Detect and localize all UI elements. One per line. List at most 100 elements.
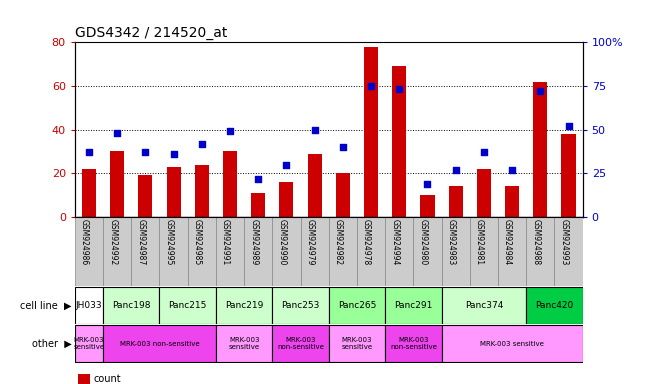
Bar bbox=[421, 195, 435, 217]
Text: JH033: JH033 bbox=[76, 301, 102, 310]
Bar bbox=[75, 217, 103, 286]
Text: GSM924979: GSM924979 bbox=[306, 219, 314, 265]
Point bbox=[253, 175, 264, 182]
Bar bbox=[272, 287, 329, 324]
Bar bbox=[159, 287, 216, 324]
Text: GSM924982: GSM924982 bbox=[334, 219, 343, 265]
Bar bbox=[413, 217, 441, 286]
Bar bbox=[526, 217, 555, 286]
Bar bbox=[329, 325, 385, 362]
Point bbox=[338, 144, 348, 150]
Bar bbox=[561, 134, 575, 217]
Bar bbox=[223, 151, 237, 217]
Point bbox=[563, 123, 574, 129]
Bar bbox=[167, 167, 181, 217]
Text: Panc265: Panc265 bbox=[338, 301, 376, 310]
Text: MRK-003
non-sensitive: MRK-003 non-sensitive bbox=[390, 337, 437, 350]
Bar bbox=[441, 217, 470, 286]
Text: MRK-003 sensitive: MRK-003 sensitive bbox=[480, 341, 544, 347]
Text: MRK-003
sensitive: MRK-003 sensitive bbox=[74, 337, 105, 350]
Bar bbox=[244, 217, 272, 286]
Text: GDS4342 / 214520_at: GDS4342 / 214520_at bbox=[75, 26, 227, 40]
Point bbox=[281, 162, 292, 168]
Point bbox=[225, 128, 235, 134]
Bar bbox=[195, 165, 209, 217]
Point bbox=[84, 149, 94, 156]
Text: Panc291: Panc291 bbox=[395, 301, 432, 310]
Bar bbox=[216, 217, 244, 286]
Text: GSM924980: GSM924980 bbox=[419, 219, 428, 265]
Text: Panc215: Panc215 bbox=[169, 301, 207, 310]
Bar bbox=[555, 217, 583, 286]
Bar bbox=[279, 182, 294, 217]
Bar bbox=[392, 66, 406, 217]
Point bbox=[478, 149, 489, 156]
Bar bbox=[364, 46, 378, 217]
Text: Panc374: Panc374 bbox=[465, 301, 503, 310]
Point bbox=[112, 130, 122, 136]
Bar bbox=[329, 287, 385, 324]
Bar bbox=[329, 217, 357, 286]
Bar bbox=[498, 217, 526, 286]
Bar bbox=[526, 287, 583, 324]
Text: GSM924987: GSM924987 bbox=[137, 219, 145, 265]
Bar bbox=[159, 217, 187, 286]
Bar bbox=[470, 217, 498, 286]
Text: GSM924985: GSM924985 bbox=[193, 219, 202, 265]
Text: GSM924992: GSM924992 bbox=[108, 219, 117, 265]
Bar bbox=[132, 217, 159, 286]
Point bbox=[535, 88, 546, 94]
Point bbox=[197, 141, 207, 147]
Text: GSM924978: GSM924978 bbox=[362, 219, 371, 265]
Text: other  ▶: other ▶ bbox=[32, 339, 72, 349]
Point bbox=[169, 151, 179, 157]
Bar bbox=[75, 287, 103, 324]
Text: Panc420: Panc420 bbox=[535, 301, 574, 310]
Text: count: count bbox=[93, 374, 120, 384]
Point bbox=[507, 167, 518, 173]
Bar bbox=[505, 186, 519, 217]
Text: GSM924988: GSM924988 bbox=[531, 219, 540, 265]
Bar bbox=[385, 217, 413, 286]
Bar bbox=[441, 325, 583, 362]
Text: GSM924993: GSM924993 bbox=[560, 219, 568, 265]
Text: GSM924995: GSM924995 bbox=[165, 219, 174, 265]
Bar bbox=[139, 175, 152, 217]
Text: GSM924994: GSM924994 bbox=[391, 219, 399, 265]
Point bbox=[309, 127, 320, 133]
Bar bbox=[385, 287, 441, 324]
Bar bbox=[216, 287, 272, 324]
Bar bbox=[533, 81, 547, 217]
Text: MRK-003 non-sensitive: MRK-003 non-sensitive bbox=[120, 341, 199, 347]
Bar bbox=[301, 217, 329, 286]
Bar bbox=[272, 217, 301, 286]
Bar bbox=[449, 186, 463, 217]
Bar bbox=[82, 169, 96, 217]
Point bbox=[450, 167, 461, 173]
Text: GSM924990: GSM924990 bbox=[277, 219, 286, 265]
Point bbox=[140, 149, 150, 156]
Text: MRK-003
non-sensitive: MRK-003 non-sensitive bbox=[277, 337, 324, 350]
Text: GSM924981: GSM924981 bbox=[475, 219, 484, 265]
Text: Panc253: Panc253 bbox=[281, 301, 320, 310]
Text: cell line  ▶: cell line ▶ bbox=[20, 300, 72, 310]
Text: GSM924986: GSM924986 bbox=[80, 219, 89, 265]
Bar bbox=[272, 325, 329, 362]
Text: GSM924983: GSM924983 bbox=[447, 219, 456, 265]
Bar bbox=[103, 325, 216, 362]
Text: Panc198: Panc198 bbox=[112, 301, 150, 310]
Bar bbox=[75, 325, 103, 362]
Bar bbox=[441, 287, 526, 324]
Bar bbox=[336, 173, 350, 217]
Bar bbox=[357, 217, 385, 286]
Bar bbox=[251, 193, 266, 217]
Text: Panc219: Panc219 bbox=[225, 301, 263, 310]
Bar bbox=[385, 325, 441, 362]
Point bbox=[422, 181, 433, 187]
Bar bbox=[187, 217, 216, 286]
Bar bbox=[216, 325, 272, 362]
Bar bbox=[477, 169, 491, 217]
Text: GSM924991: GSM924991 bbox=[221, 219, 230, 265]
Bar bbox=[103, 287, 159, 324]
Text: MRK-003
sensitive: MRK-003 sensitive bbox=[229, 337, 260, 350]
